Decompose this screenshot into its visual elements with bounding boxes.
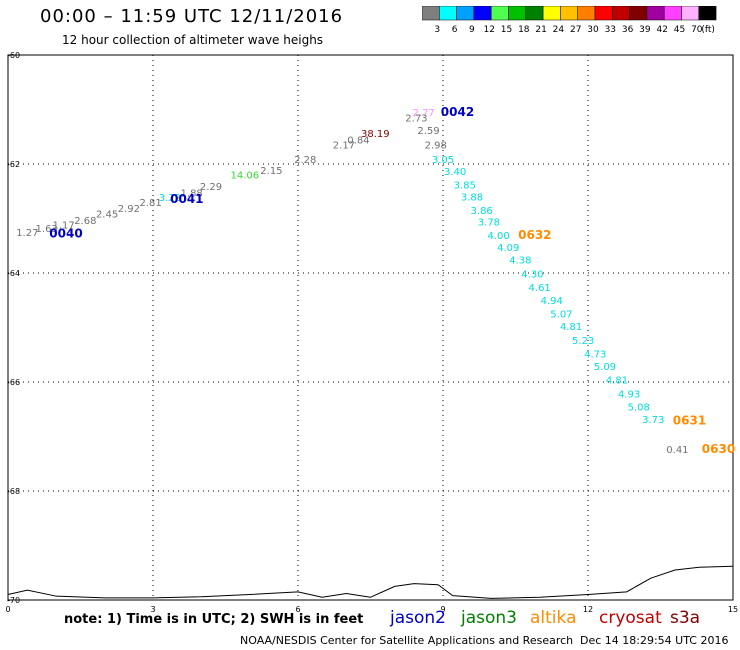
wave-height-label: 2.29 <box>200 182 222 193</box>
x-tick-label: 6 <box>295 605 300 614</box>
wave-height-label: 3.88 <box>461 193 483 204</box>
scale-tick-label: 45 <box>674 25 685 35</box>
wave-height-label: 5.09 <box>594 362 616 373</box>
wave-height-label: 14.06 <box>231 171 260 182</box>
scale-tick-label: 30 <box>587 25 599 35</box>
wave-height-label: 4.38 <box>509 256 531 267</box>
wave-height-label: 2.77 <box>413 108 435 119</box>
scale-tick-label: 39 <box>639 25 651 35</box>
scale-tick-label: 15 <box>501 25 512 35</box>
scale-tick-label: 21 <box>535 25 546 35</box>
wave-height-label: 4.73 <box>584 349 606 360</box>
credit-text: NOAA/NESDIS Center for Satellite Applica… <box>240 634 574 647</box>
wave-height-label: 2.45 <box>96 209 118 220</box>
x-tick-label: 15 <box>728 605 738 614</box>
scale-unit: (ft) <box>701 25 715 35</box>
track-id-label: 0630 <box>702 442 735 456</box>
scale-tick-label: 24 <box>553 25 565 35</box>
wave-height-label: 5.08 <box>628 402 650 413</box>
scale-tick-label: 70 <box>691 25 703 35</box>
scale-swatch <box>698 6 717 21</box>
scale-tick-label: 9 <box>469 25 475 35</box>
wave-height-label: 4.09 <box>497 243 519 254</box>
satellite-legend-jason2: jason2 <box>390 608 446 628</box>
track-id-label: 0631 <box>673 414 706 428</box>
footnote: note: 1) Time is in UTC; 2) SWH is in fe… <box>64 612 364 627</box>
map-subtitle: 12 hour collection of altimeter wave hei… <box>62 33 324 47</box>
y-tick-label: -62 <box>7 160 20 169</box>
scale-tick-label: 27 <box>570 25 581 35</box>
satellite-legend-altika: altika <box>530 608 577 628</box>
scale-tick-label: 42 <box>656 25 667 35</box>
x-tick-label: 0 <box>5 605 10 614</box>
scale-tick-label: 3 <box>434 25 440 35</box>
wave-height-label: 38.19 <box>361 129 390 140</box>
x-tick-label: 12 <box>583 605 593 614</box>
map-title: 00:00 – 11:59 UTC 12/11/2016 <box>40 6 344 27</box>
scale-tick-label: 33 <box>605 25 616 35</box>
wave-height-label: 3.78 <box>478 218 500 229</box>
wave-height-label: 0.84 <box>347 135 369 146</box>
wave-height-label: 2.98 <box>425 141 447 152</box>
y-tick-label: -66 <box>7 378 20 387</box>
satellite-legend-s3a: s3a <box>670 608 701 628</box>
scale-tick-label: 6 <box>452 25 458 35</box>
wave-height-label: 4.81 <box>560 322 582 333</box>
wave-height-label: 1.88 <box>181 189 203 200</box>
wave-height-label: 1.63 <box>36 224 58 235</box>
wave-height-label: 4.61 <box>529 283 551 294</box>
color-scale-legend: 3 6 9 12 15 18 21 24 27 30 33 36 39 42 45 70(ft) <box>422 6 717 35</box>
wave-height-label: 3.86 <box>471 206 493 217</box>
y-tick-label: -60 <box>7 51 20 60</box>
wave-height-label: 4.00 <box>487 231 509 242</box>
y-tick-label: -68 <box>7 487 20 496</box>
plot-frame <box>7 54 734 601</box>
x-tick-label: 9 <box>440 605 445 614</box>
y-tick-label: -64 <box>7 269 20 278</box>
wave-height-label: 2.92 <box>118 204 140 215</box>
wave-height-label: 3.05 <box>432 155 454 166</box>
track-id-label: 0040 <box>49 227 82 241</box>
wave-height-label: 4.30 <box>521 269 543 280</box>
scale-tick-label: 36 <box>622 25 634 35</box>
wave-height-label: 2.81 <box>139 198 161 209</box>
wave-height-label: 2.68 <box>74 216 96 227</box>
wave-height-label: 3.40 <box>444 167 466 178</box>
coastline <box>7 565 734 599</box>
wave-height-label: 3.22 <box>159 193 181 204</box>
track-id-label: 0041 <box>170 192 203 206</box>
wave-height-label: 0.41 <box>666 445 688 456</box>
scale-tick-label: 12 <box>483 25 494 35</box>
wave-height-label: 4.81 <box>606 376 628 387</box>
generated-timestamp: Dec 14 18:29:54 UTC 2016 <box>580 634 729 647</box>
wave-height-label: 2.73 <box>405 113 427 124</box>
wave-height-label: 1.27 <box>16 228 38 239</box>
scale-tick-label: 18 <box>518 25 530 35</box>
wave-height-label: 1.17 <box>52 220 74 231</box>
wave-height-label: 2.17 <box>333 141 355 152</box>
track-id-label: 0632 <box>518 228 551 242</box>
wave-height-label: 2.59 <box>417 126 439 137</box>
wave-height-label: 2.28 <box>294 155 316 166</box>
y-tick-label: -70 <box>7 596 20 605</box>
x-tick-label: 3 <box>150 605 155 614</box>
satellite-legend-cryosat: cryosat <box>599 608 662 628</box>
wave-height-label: 5.23 <box>572 336 594 347</box>
wave-height-label: 3.73 <box>642 415 664 426</box>
wave-height-label: 3.85 <box>454 181 476 192</box>
wave-height-label: 2.15 <box>260 166 282 177</box>
wave-height-label: 4.94 <box>541 296 563 307</box>
track-id-label: 0042 <box>441 105 474 119</box>
satellite-legend-jason3: jason3 <box>461 608 517 628</box>
wave-height-label: 4.93 <box>618 389 640 400</box>
wave-height-label: 5.07 <box>550 310 572 321</box>
